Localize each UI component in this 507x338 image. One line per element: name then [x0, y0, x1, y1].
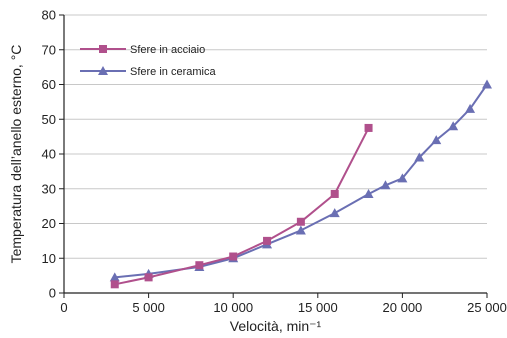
- y-tick-label: 70: [42, 42, 56, 57]
- data-point-ceramic: [380, 180, 391, 190]
- y-axis-ticks: 0 10 20 30 40 50 60 70 80: [42, 8, 65, 301]
- data-point-ceramic: [295, 225, 306, 235]
- y-tick-label: 60: [42, 77, 56, 92]
- x-tick-label: 15 000: [298, 300, 338, 315]
- data-point-ceramic: [397, 173, 408, 183]
- legend: Sfere in acciaio Sfere in ceramica: [80, 44, 216, 78]
- series-line-ceramic: [114, 83, 488, 279]
- data-point-steel: [263, 236, 272, 245]
- data-point-steel: [110, 280, 119, 289]
- y-tick-label: 80: [42, 8, 56, 23]
- y-tick-label: 10: [42, 251, 56, 266]
- grid-lines: [64, 14, 487, 259]
- x-axis-ticks: 0 5 000 10 000 15 000 20 000 25 000: [60, 292, 507, 315]
- legend-item-ceramic: Sfere in ceramica: [80, 66, 216, 78]
- series-ceramic: [109, 79, 492, 282]
- y-tick-label: 40: [42, 147, 56, 162]
- legend-label: Sfere in acciaio: [130, 44, 205, 56]
- data-point-steel: [144, 273, 153, 282]
- data-point-ceramic: [363, 188, 374, 198]
- legend-marker: [98, 66, 108, 75]
- y-tick-label: 0: [49, 286, 56, 301]
- x-tick-label: 5 000: [132, 300, 165, 315]
- data-point-ceramic: [482, 79, 492, 89]
- series-line-steel: [114, 127, 370, 286]
- y-tick-label: 20: [42, 216, 56, 231]
- x-axis-title: Velocità, min⁻¹: [230, 318, 322, 334]
- data-point-steel: [195, 261, 204, 270]
- data-point-steel: [330, 189, 339, 198]
- data-point-ceramic: [414, 152, 425, 162]
- data-point-steel: [229, 252, 238, 261]
- data-point-ceramic: [329, 208, 340, 218]
- data-point-steel: [364, 123, 373, 132]
- y-axis-title: Temperatura dell’anello esterno, °C: [8, 45, 24, 264]
- x-tick-label: 25 000: [467, 300, 507, 315]
- data-point-ceramic: [448, 121, 459, 131]
- legend-marker: [99, 45, 107, 53]
- legend-label: Sfere in ceramica: [130, 66, 216, 78]
- x-tick-label: 0: [60, 300, 67, 315]
- data-point-ceramic: [431, 135, 442, 145]
- x-tick-label: 10 000: [213, 300, 253, 315]
- plot-series: [109, 79, 492, 289]
- data-point-steel: [296, 217, 305, 226]
- y-tick-label: 30: [42, 181, 56, 196]
- data-point-ceramic: [465, 103, 476, 113]
- data-point-ceramic: [109, 272, 120, 282]
- y-tick-label: 50: [42, 112, 56, 127]
- series-steel: [110, 123, 373, 289]
- x-tick-label: 20 000: [383, 300, 423, 315]
- legend-item-steel: Sfere in acciaio: [80, 44, 205, 56]
